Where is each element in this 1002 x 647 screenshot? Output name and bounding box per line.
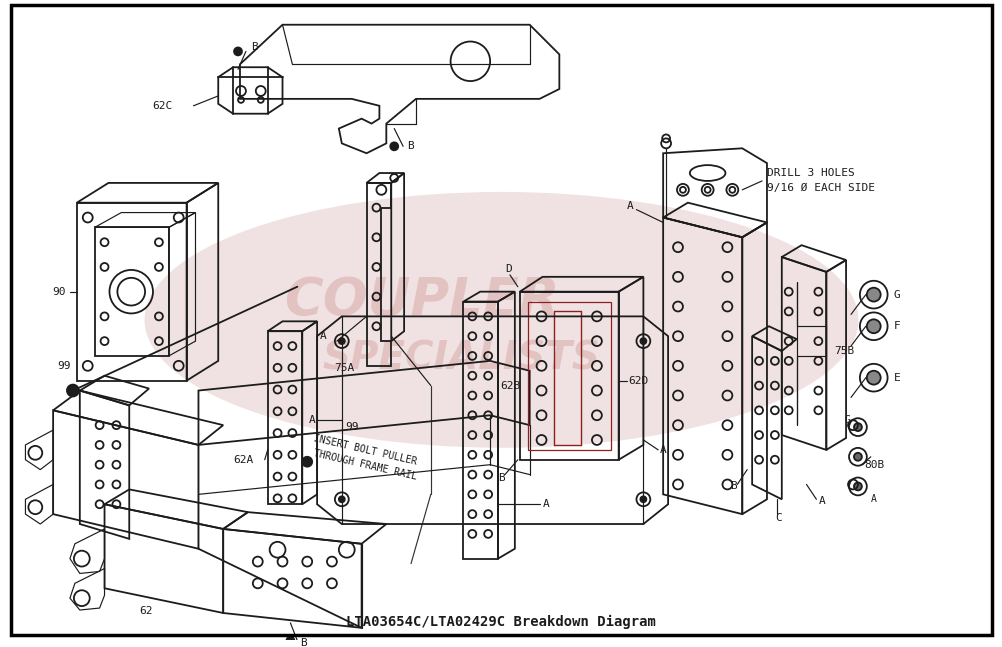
Text: 62B: 62B bbox=[500, 380, 520, 391]
Text: THROUGH FRAME RAIL: THROUGH FRAME RAIL bbox=[312, 448, 417, 481]
Text: E: E bbox=[893, 373, 900, 382]
Text: 62C: 62C bbox=[152, 101, 172, 111]
Text: D: D bbox=[504, 264, 511, 274]
Text: A: A bbox=[870, 494, 876, 504]
Text: 99: 99 bbox=[345, 422, 358, 432]
Text: DRILL 3 HOLES: DRILL 3 HOLES bbox=[767, 168, 854, 178]
Text: LTA03654C/LTA02429C Breakdown Diagram: LTA03654C/LTA02429C Breakdown Diagram bbox=[346, 615, 655, 629]
Circle shape bbox=[853, 423, 861, 431]
Circle shape bbox=[233, 47, 241, 56]
Circle shape bbox=[287, 637, 294, 644]
Text: B: B bbox=[250, 43, 258, 52]
Circle shape bbox=[302, 457, 312, 466]
Circle shape bbox=[853, 483, 861, 490]
Text: 62D: 62D bbox=[628, 376, 648, 386]
Text: SPECIALISTS: SPECIALISTS bbox=[323, 339, 600, 377]
Text: A: A bbox=[626, 201, 632, 211]
Ellipse shape bbox=[144, 192, 858, 448]
Text: B: B bbox=[407, 141, 414, 151]
Circle shape bbox=[67, 384, 79, 397]
Text: B: B bbox=[729, 481, 736, 492]
Text: COUPLER: COUPLER bbox=[285, 275, 559, 327]
Text: 99: 99 bbox=[57, 361, 70, 371]
Circle shape bbox=[639, 338, 645, 344]
Text: B: B bbox=[498, 472, 504, 483]
Circle shape bbox=[339, 338, 345, 344]
Text: G: G bbox=[893, 290, 900, 300]
Circle shape bbox=[866, 320, 880, 333]
Text: C: C bbox=[775, 513, 781, 523]
Text: A: A bbox=[818, 496, 825, 506]
Circle shape bbox=[853, 453, 861, 461]
Text: A: A bbox=[659, 445, 666, 455]
Text: 75B: 75B bbox=[834, 346, 854, 356]
Text: A: A bbox=[320, 331, 327, 341]
Text: INSERT BOLT PULLER: INSERT BOLT PULLER bbox=[312, 433, 417, 466]
Text: 9/16 Ø EACH SIDE: 9/16 Ø EACH SIDE bbox=[767, 183, 874, 193]
Circle shape bbox=[866, 288, 880, 302]
Text: 62A: 62A bbox=[232, 455, 254, 465]
Circle shape bbox=[866, 371, 880, 384]
Text: A: A bbox=[309, 415, 316, 425]
Text: G: G bbox=[844, 415, 849, 425]
Text: 75A: 75A bbox=[334, 363, 354, 373]
Text: 90: 90 bbox=[52, 287, 65, 297]
Text: 62: 62 bbox=[139, 606, 152, 616]
Text: F: F bbox=[893, 322, 900, 331]
Text: B: B bbox=[300, 638, 307, 647]
Text: 80B: 80B bbox=[863, 459, 883, 470]
Circle shape bbox=[660, 138, 670, 148]
Circle shape bbox=[639, 496, 645, 502]
Text: A: A bbox=[542, 499, 549, 509]
Circle shape bbox=[339, 496, 345, 502]
Circle shape bbox=[390, 142, 398, 150]
